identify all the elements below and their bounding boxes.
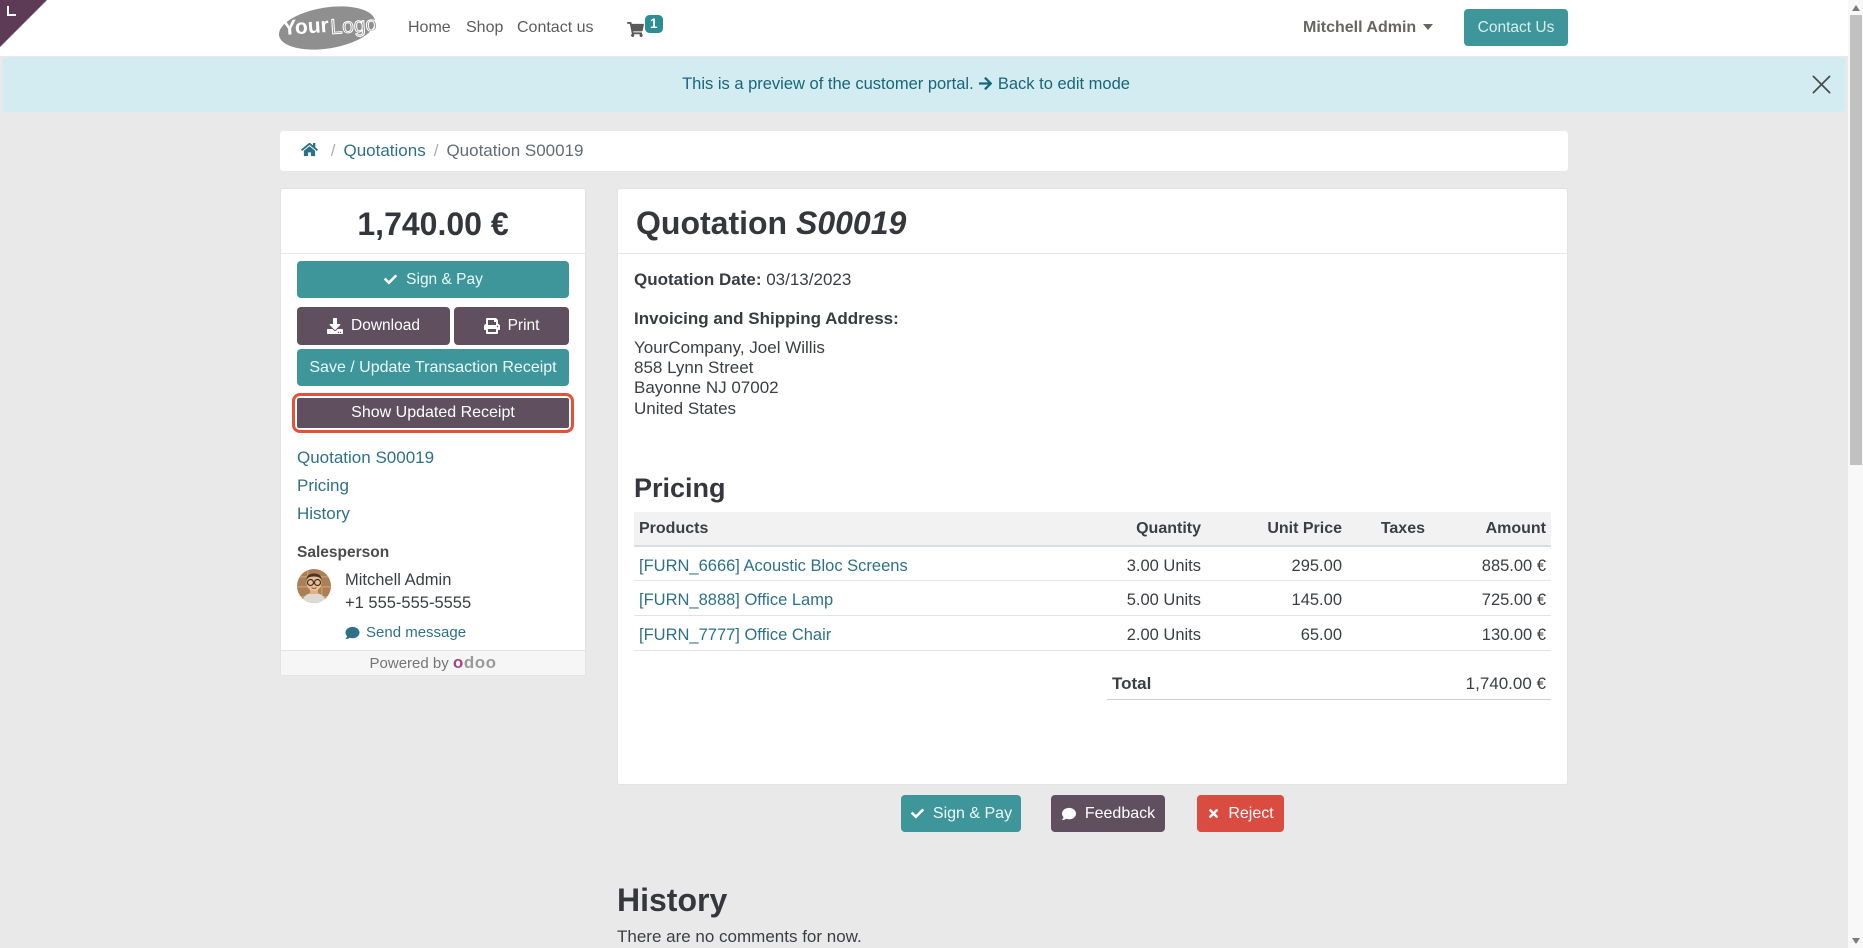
svg-text:Your: Your <box>282 14 330 40</box>
svg-text:Logo: Logo <box>330 13 377 39</box>
